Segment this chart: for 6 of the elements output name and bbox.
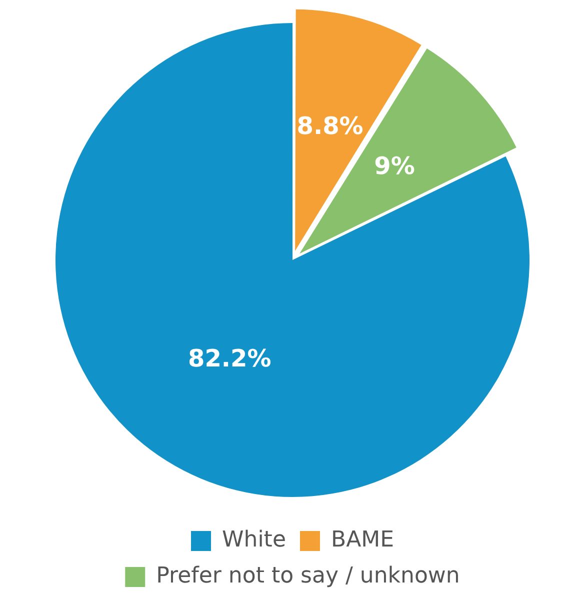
legend-label: BAME: [330, 528, 394, 553]
legend-label: White: [222, 528, 286, 553]
data-label: 82.2%: [188, 344, 272, 373]
legend-label: Prefer not to say / unknown: [156, 564, 460, 589]
data-label: 8.8%: [296, 112, 364, 140]
data-label: 9%: [374, 152, 415, 180]
